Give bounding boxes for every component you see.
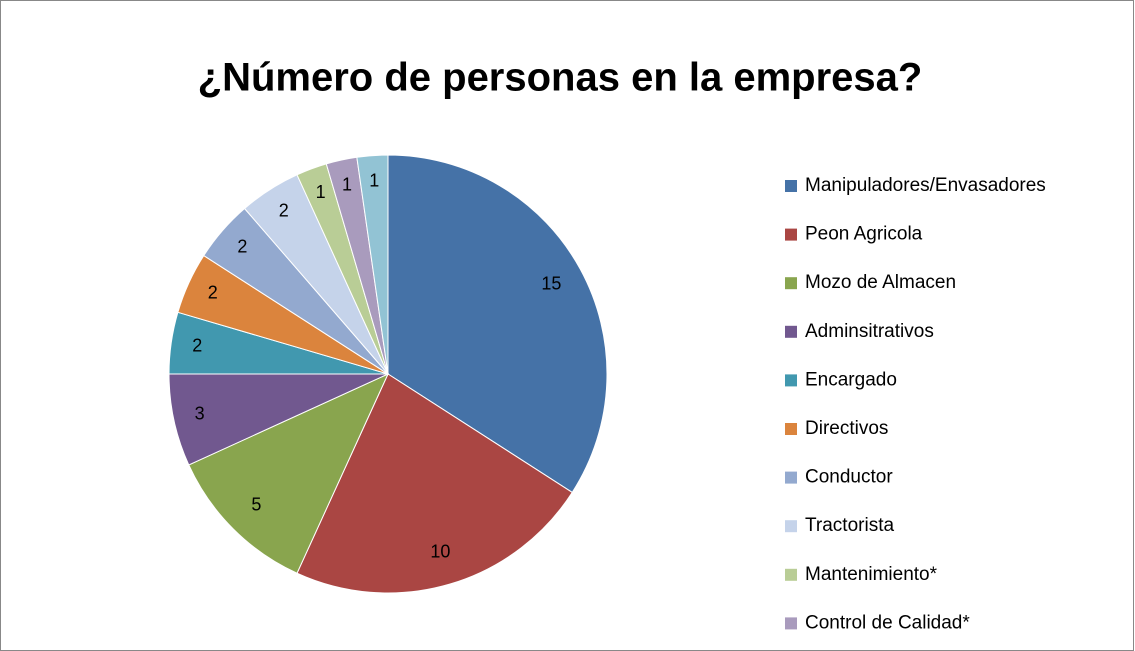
legend-label: Manipuladores/Envasadores (805, 175, 1046, 196)
data-label: 15 (541, 274, 561, 294)
legend-swatch (785, 277, 797, 290)
legend-label: Encargado (805, 369, 897, 390)
legend-label: Adminsitrativos (805, 321, 934, 342)
data-label: 5 (251, 494, 261, 514)
legend-label: Tractorista (805, 515, 894, 536)
legend-swatch (785, 180, 797, 192)
pie-slice (387, 154, 608, 494)
legend-swatch (785, 568, 797, 581)
legend-swatch (785, 471, 797, 484)
legend-swatch (785, 520, 797, 533)
data-label: 1 (342, 174, 352, 194)
data-label: 10 (430, 541, 450, 561)
legend-label: Directivos (805, 418, 888, 439)
legend-swatch (785, 617, 797, 630)
legend-label: Control de Calidad* (805, 612, 970, 633)
pie-slice (188, 372, 390, 574)
legend-swatch (785, 228, 797, 241)
data-label: 1 (369, 171, 379, 191)
chart-title: ¿Número de personas en la empresa? (198, 56, 923, 100)
legend-label: Conductor (805, 467, 893, 488)
pie-slice (356, 154, 389, 375)
data-label: 2 (237, 237, 247, 257)
data-label: 1 (316, 182, 326, 202)
pie-slice (296, 373, 573, 594)
data-label: 2 (279, 201, 289, 221)
data-label: 3 (195, 404, 205, 424)
legend-swatch (785, 423, 797, 435)
legend-label: Peon Agricola (805, 224, 923, 245)
data-label: 2 (208, 283, 218, 303)
legend-label: Mozo de Almacen (805, 272, 956, 293)
legend-swatch (785, 374, 797, 387)
data-label: 2 (192, 335, 202, 355)
legend-label: Mantenimiento* (805, 564, 938, 585)
legend-swatch (785, 325, 797, 338)
